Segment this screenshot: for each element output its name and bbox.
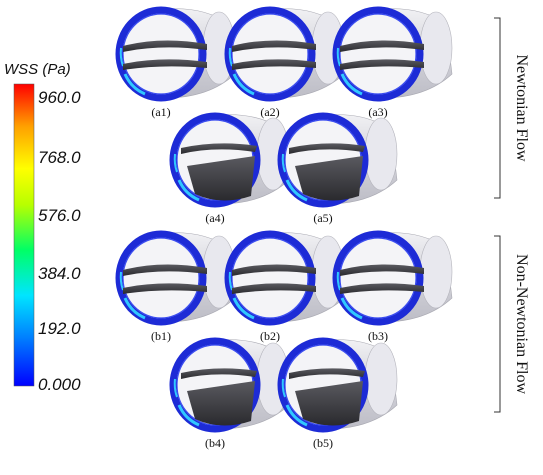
wss-highlight (177, 179, 200, 202)
panel-label: (a4) (205, 211, 224, 225)
wss-highlight (285, 179, 308, 202)
valve-panel: (a1) (115, 6, 236, 119)
colorbar-tick-label: 960.0 (38, 88, 81, 107)
valve-ring (224, 230, 316, 326)
valve-leaflet-lower (295, 156, 363, 201)
panel-label: (a1) (151, 105, 170, 119)
wss-highlight (340, 297, 363, 320)
wss-highlight (123, 73, 146, 96)
valve-panel: (a3) (332, 6, 453, 119)
valve-leaflet-upper (181, 368, 257, 379)
colorbar-tick-label: 192.0 (38, 319, 81, 338)
wss-highlight (173, 378, 178, 398)
valve-ring-inner (122, 237, 200, 319)
valve-leaflet-upper (232, 264, 316, 276)
legend-title: WSS (Pa) (4, 61, 71, 78)
valve-panel: (b3) (332, 230, 453, 343)
valve-ring-inner (122, 13, 200, 95)
wss-highlight (232, 297, 255, 320)
colorbar-tick-labels: 960.0 768.0 576.0 384.0 192.0 0.000 (38, 88, 81, 394)
valve-panel: (b2) (224, 230, 345, 343)
colorbar-tick-label: 576.0 (38, 206, 81, 225)
wss-highlight (228, 271, 233, 291)
valve-leaflet-upper (289, 143, 365, 154)
panel-label: (b3) (368, 329, 388, 343)
valve-leaflet-lower (232, 283, 316, 294)
wss-highlight (232, 73, 255, 96)
wss-highlight (281, 153, 286, 173)
wss-highlight (173, 153, 178, 173)
valve-panel: (a5) (277, 112, 398, 225)
wss-highlight (336, 271, 341, 291)
non-newtonian-bracket (494, 235, 501, 413)
valve-leaflet-lower (232, 59, 316, 70)
valve-leaflet-lower (123, 283, 207, 294)
vessel-outlet (364, 117, 398, 191)
valve-ring (224, 6, 316, 102)
vessel-outlet (364, 342, 398, 416)
valve-ring (115, 6, 207, 102)
valve-leaflet-lower (123, 59, 207, 70)
valve-leaflet-upper (232, 40, 316, 52)
wss-highlight (340, 73, 363, 96)
panel-label: (b1) (151, 329, 171, 343)
valve-leaflet-lower (187, 156, 255, 201)
wss-highlight (285, 404, 308, 427)
valve-leaflet-upper (340, 40, 424, 52)
wss-highlight (177, 404, 200, 427)
panel-label: (a5) (313, 211, 332, 225)
valve-leaflet-lower (340, 283, 424, 294)
valve-ring-inner (339, 13, 417, 95)
panel-label: (b4) (205, 436, 225, 450)
non-newtonian-group-label: Non-Newtonian Flow (513, 254, 530, 394)
valve-leaflet-upper (289, 368, 365, 379)
valve-panel: (b4) (169, 337, 290, 450)
newtonian-group-label: Newtonian Flow (513, 54, 530, 162)
valve-panel: (b1) (115, 230, 236, 343)
valve-leaflet-upper (181, 143, 257, 154)
valve-leaflet-upper (123, 264, 207, 276)
valve-panel: (a2) (224, 6, 345, 119)
colorbar-tick-label: 768.0 (38, 148, 81, 167)
vessel-outlet (419, 11, 453, 85)
valve-leaflet-lower (295, 381, 363, 426)
valve-ring (332, 230, 424, 326)
wss-highlight (281, 378, 286, 398)
valve-leaflet-upper (123, 40, 207, 52)
newtonian-bracket (494, 17, 501, 199)
panel-label: (a2) (260, 105, 279, 119)
valve-ring-inner (339, 237, 417, 319)
wss-highlight (336, 47, 341, 67)
valve-leaflet-lower (340, 59, 424, 70)
panel-label: (b2) (260, 329, 280, 343)
wss-highlight (119, 271, 124, 291)
colorbar (13, 83, 35, 387)
valve-panels: (a1) (a2) (a3) (a4) (a5) (b1) (b2) (b3) (b4) (b5) (115, 6, 453, 450)
valve-ring (332, 6, 424, 102)
wss-highlight (228, 47, 233, 67)
wss-highlight (123, 297, 146, 320)
valve-leaflet-upper (340, 264, 424, 276)
valve-ring-inner (231, 13, 309, 95)
panel-label: (b5) (313, 436, 333, 450)
valve-ring (115, 230, 207, 326)
colorbar-tick-label: 384.0 (38, 264, 81, 283)
valve-leaflet-lower (187, 381, 255, 426)
colorbar-tick-label: 0.000 (38, 375, 81, 394)
vessel-outlet (419, 235, 453, 309)
panel-label: (a3) (368, 105, 387, 119)
valve-panel: (a4) (169, 112, 290, 225)
valve-ring-inner (231, 237, 309, 319)
valve-panel: (b5) (277, 337, 398, 450)
wss-highlight (119, 47, 124, 67)
